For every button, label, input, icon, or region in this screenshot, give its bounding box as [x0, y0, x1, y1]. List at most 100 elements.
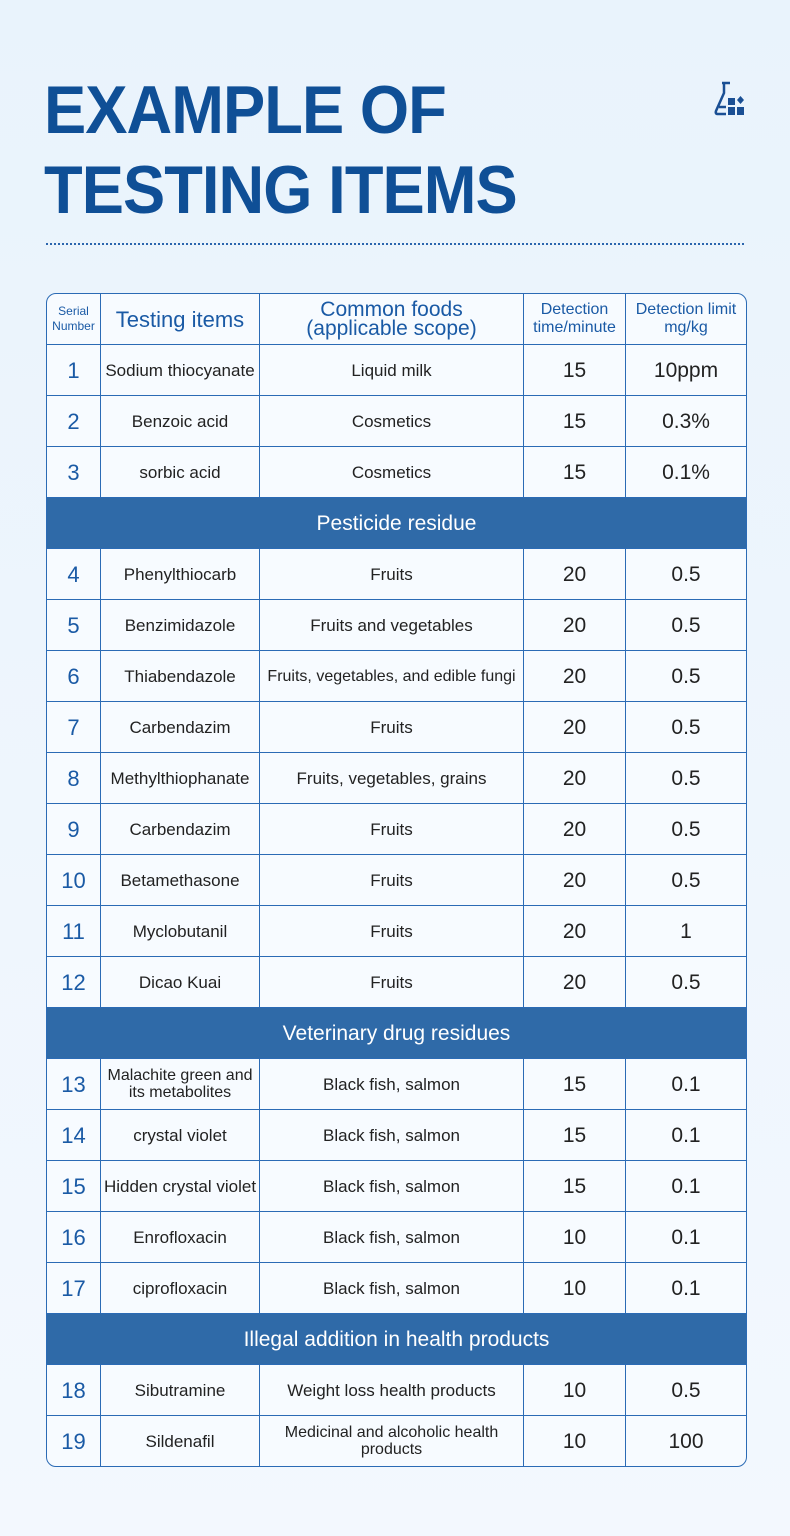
serial-number-cell: 12 — [47, 957, 101, 1008]
detection-time-cell: 20 — [524, 753, 626, 804]
detection-time-cell: 15 — [524, 396, 626, 447]
testing-item-cell: crystal violet — [101, 1110, 260, 1161]
serial-number-cell: 4 — [47, 549, 101, 600]
detection-limit-cell: 0.1 — [626, 1059, 746, 1110]
table-row: 3 sorbic acid Cosmetics 15 0.1% — [47, 447, 746, 498]
serial-number-cell: 2 — [47, 396, 101, 447]
table-row: 16 Enrofloxacin Black fish, salmon 10 0.1 — [47, 1212, 746, 1263]
common-foods-cell: Black fish, salmon — [260, 1212, 524, 1263]
detection-time-cell: 15 — [524, 1059, 626, 1110]
common-foods-cell: Fruits — [260, 906, 524, 957]
serial-number-cell: 10 — [47, 855, 101, 906]
common-foods-cell: Cosmetics — [260, 396, 524, 447]
common-foods-cell: Fruits, vegetables, grains — [260, 753, 524, 804]
common-foods-cell: Fruits and vegetables — [260, 600, 524, 651]
table-row: 19 Sildenafil Medicinal and alcoholic heal… — [47, 1416, 746, 1466]
header-detection-time: Detection time/minute — [524, 294, 626, 345]
table-row: 7 Carbendazim Fruits 20 0.5 — [47, 702, 746, 753]
table-row: 17 ciprofloxacin Black fish, salmon 10 0.1 — [47, 1263, 746, 1314]
detection-limit-cell: 0.1 — [626, 1161, 746, 1212]
table-row: 9 Carbendazim Fruits 20 0.5 — [47, 804, 746, 855]
table-row: 14 crystal violet Black fish, salmon 15 0.1 — [47, 1110, 746, 1161]
title-line-2: TESTING ITEMS — [44, 152, 518, 228]
detection-time-cell: 10 — [524, 1365, 626, 1416]
header-row: Serial Number Testing items Common foods(… — [47, 294, 746, 345]
detection-limit-cell: 0.5 — [626, 804, 746, 855]
testing-item-cell: Sildenafil — [101, 1416, 260, 1466]
serial-number-cell: 19 — [47, 1416, 101, 1466]
testing-item-cell: Carbendazim — [101, 702, 260, 753]
testing-item-cell: Sibutramine — [101, 1365, 260, 1416]
header-detection-limit: Detection limit mg/kg — [626, 294, 746, 345]
common-foods-cell: Fruits — [260, 549, 524, 600]
common-foods-cell: Medicinal and alcoholic health products — [260, 1416, 524, 1466]
common-foods-cell: Fruits — [260, 804, 524, 855]
detection-time-cell: 15 — [524, 1161, 626, 1212]
table-row: 10 Betamethasone Fruits 20 0.5 — [47, 855, 746, 906]
detection-time-cell: 15 — [524, 345, 626, 396]
detection-time-cell: 10 — [524, 1263, 626, 1314]
testing-item-cell: ciprofloxacin — [101, 1263, 260, 1314]
common-foods-cell: Black fish, salmon — [260, 1161, 524, 1212]
testing-items-table: Serial Number Testing items Common foods(… — [46, 293, 747, 1467]
flask-icon — [714, 81, 744, 116]
header-serial-number: Serial Number — [47, 294, 101, 345]
common-foods-cell: Black fish, salmon — [260, 1263, 524, 1314]
section-row: Pesticide residue — [47, 498, 746, 549]
section-row: Illegal addition in health products — [47, 1314, 746, 1365]
detection-limit-cell: 0.5 — [626, 600, 746, 651]
common-foods-cell: Weight loss health products — [260, 1365, 524, 1416]
detection-limit-cell: 0.1 — [626, 1212, 746, 1263]
testing-item-cell: Betamethasone — [101, 855, 260, 906]
serial-number-cell: 14 — [47, 1110, 101, 1161]
serial-number-cell: 6 — [47, 651, 101, 702]
detection-time-cell: 20 — [524, 600, 626, 651]
table-row: 2 Benzoic acid Cosmetics 15 0.3% — [47, 396, 746, 447]
serial-number-cell: 18 — [47, 1365, 101, 1416]
testing-item-cell: Myclobutanil — [101, 906, 260, 957]
table-row: 8 Methylthiophanate Fruits, vegetables, gr… — [47, 753, 746, 804]
detection-time-cell: 20 — [524, 549, 626, 600]
common-foods-cell: Fruits — [260, 855, 524, 906]
serial-number-cell: 5 — [47, 600, 101, 651]
testing-item-cell: Malachite green and its metabolites — [101, 1059, 260, 1110]
serial-number-cell: 3 — [47, 447, 101, 498]
detection-limit-cell: 0.5 — [626, 702, 746, 753]
testing-item-cell: Hidden crystal violet — [101, 1161, 260, 1212]
header-common-foods: Common foods (applicable scope) — [260, 294, 524, 345]
detection-time-cell: 20 — [524, 651, 626, 702]
testing-item-cell: Carbendazim — [101, 804, 260, 855]
table-row: 18 Sibutramine Weight loss health products… — [47, 1365, 746, 1416]
detection-time-cell: 10 — [524, 1212, 626, 1263]
detection-time-cell: 15 — [524, 447, 626, 498]
detection-limit-cell: 10ppm — [626, 345, 746, 396]
common-foods-cell: Fruits, vegetables, and edible fungi — [260, 651, 524, 702]
table-row: 13 Malachite green and its metabolites Bla… — [47, 1059, 746, 1110]
detection-limit-cell: 0.5 — [626, 651, 746, 702]
serial-number-cell: 15 — [47, 1161, 101, 1212]
detection-time-cell: 20 — [524, 804, 626, 855]
serial-number-cell: 16 — [47, 1212, 101, 1263]
detection-time-cell: 20 — [524, 855, 626, 906]
detection-time-cell: 15 — [524, 1110, 626, 1161]
common-foods-cell: Cosmetics — [260, 447, 524, 498]
serial-number-cell: 9 — [47, 804, 101, 855]
testing-item-cell: sorbic acid — [101, 447, 260, 498]
testing-item-cell: Methylthiophanate — [101, 753, 260, 804]
detection-time-cell: 20 — [524, 906, 626, 957]
table-row: 12 Dicao Kuai Fruits 20 0.5 — [47, 957, 746, 1008]
detection-limit-cell: 0.3% — [626, 396, 746, 447]
detection-limit-cell: 0.5 — [626, 855, 746, 906]
detection-limit-cell: 0.1 — [626, 1263, 746, 1314]
detection-limit-cell: 0.1% — [626, 447, 746, 498]
table-row: 4 Phenylthiocarb Fruits 20 0.5 — [47, 549, 746, 600]
testing-item-cell: Thiabendazole — [101, 651, 260, 702]
dotted-divider — [46, 243, 744, 245]
section-header: Veterinary drug residues — [47, 1008, 746, 1059]
serial-number-cell: 7 — [47, 702, 101, 753]
detection-limit-cell: 0.5 — [626, 957, 746, 1008]
testing-item-cell: Benzoic acid — [101, 396, 260, 447]
table-row: 11 Myclobutanil Fruits 20 1 — [47, 906, 746, 957]
serial-number-cell: 13 — [47, 1059, 101, 1110]
detection-time-cell: 20 — [524, 702, 626, 753]
